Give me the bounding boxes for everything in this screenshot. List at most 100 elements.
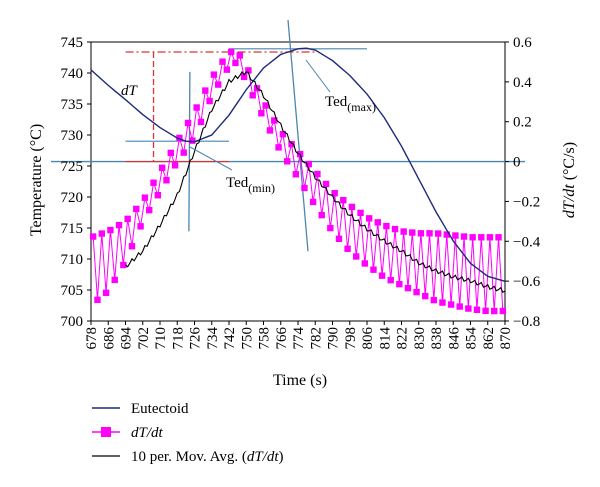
dtdt-point [227, 48, 235, 56]
x-tick-label: 742 [222, 327, 238, 350]
x-axis-title: Time (s) [273, 372, 327, 389]
x-tick-label: 798 [343, 327, 359, 350]
dtdt-point [486, 234, 494, 241]
dtdt-point [473, 306, 481, 313]
dtdt-point [154, 192, 162, 199]
x-tick-label: 790 [326, 327, 342, 350]
dtdt-point [482, 307, 489, 314]
dtdt-point [491, 307, 498, 315]
y-right-tick-label: 0.2 [513, 115, 532, 131]
dtdt-point [361, 260, 369, 267]
y-left-tick-label: 720 [61, 190, 84, 206]
dtdt-point [460, 233, 468, 240]
dtdt-point [374, 219, 381, 226]
y-left-tick-label: 725 [61, 159, 84, 175]
dtdt-point [327, 224, 334, 232]
dtdt-point [340, 196, 347, 204]
dtdt-point [180, 149, 187, 156]
x-tick-label: 806 [360, 327, 376, 350]
ted-max-vertical-line [287, 19, 309, 252]
dtdt-point [353, 253, 360, 260]
dtdt-point [288, 140, 295, 148]
ted-max-annotation: Ted(max) [325, 94, 376, 114]
dtdt-point [275, 144, 282, 151]
x-tick-label: 822 [395, 327, 411, 350]
dtdt-point [232, 59, 239, 67]
ted-max-annotation-base: Ted [325, 94, 348, 110]
x-tick-label: 694 [119, 327, 135, 350]
legend-mavg-label: 10 per. Mov. Avg. (dT/dt) [131, 449, 284, 465]
ted-max-annotation-sub: (max) [347, 100, 376, 114]
x-tick-label: 774 [291, 327, 307, 350]
dtdt-point [158, 164, 166, 171]
dtdt-point [348, 203, 356, 211]
dtdt-point [331, 190, 338, 197]
dtdt-point [430, 296, 438, 304]
legend: Eutectoid dT/dt 10 per. Mov. Avg. (dT/dt… [92, 401, 284, 465]
dtdt-point [124, 215, 131, 223]
dtdt-point [128, 243, 136, 250]
y-left-tick-label: 705 [61, 283, 84, 299]
dtdt-point [258, 110, 265, 117]
dtdt-point [245, 67, 252, 74]
legend-eutectoid-label: Eutectoid [131, 401, 189, 417]
ted-min-annotation-base: Ted [226, 175, 249, 191]
dtdt-point [396, 280, 403, 288]
dT-annotation: dT [121, 83, 139, 99]
dtdt-point [189, 137, 196, 144]
x-tick-label: 710 [153, 327, 169, 350]
dtdt-point [262, 102, 269, 109]
y-right-tick-label: 0.4 [513, 75, 532, 91]
dtdt-point [107, 226, 114, 234]
dtdt-point [478, 234, 485, 241]
y-right-tick-label: 0.6 [513, 35, 532, 51]
series-dtdt [89, 48, 507, 315]
y-right-tick-label: 0 [513, 155, 521, 171]
dtdt-point [456, 303, 463, 310]
dtdt-point [383, 222, 390, 230]
y-right-tick-label: −0.6 [513, 274, 541, 290]
ted-min-pointer [189, 146, 233, 171]
dtdt-point [206, 97, 213, 105]
dtdt-point [120, 261, 127, 269]
x-tick-label: 758 [257, 327, 273, 350]
dtdt-point [94, 296, 101, 304]
x-tick-label: 830 [412, 327, 428, 350]
axis-ticks: 678 686 694 702 710 718 726 734 742 750 758 766 774 7… [61, 35, 541, 350]
x-tick-label: 718 [170, 327, 186, 350]
dtdt-point [163, 177, 170, 184]
dtdt-point [404, 284, 412, 292]
y-left-tick-label: 715 [61, 221, 84, 237]
dtdt-point [115, 221, 123, 229]
dtdt-point [499, 307, 507, 315]
dtdt-point [167, 149, 174, 157]
x-tick-label: 702 [136, 327, 152, 350]
dtdt-point [171, 162, 179, 169]
dtdt-point [111, 276, 118, 284]
dtdt-point [378, 272, 386, 279]
dtdt-point [318, 211, 325, 219]
dtdt-point [249, 92, 256, 99]
dtdt-point [305, 160, 312, 168]
x-tick-label: 814 [377, 327, 393, 350]
x-tick-label: 734 [205, 327, 221, 350]
dtdt-point [413, 288, 420, 296]
dtdt-point [146, 206, 153, 214]
y-left-tick-label: 745 [61, 35, 84, 51]
x-tick-label: 870 [498, 327, 514, 350]
ted-max-pointer [305, 59, 331, 93]
y-right-axis-title-unit: (°C/s) [561, 142, 578, 184]
dtdt-point [271, 117, 278, 124]
dtdt-point [447, 301, 455, 308]
dtdt-point [409, 229, 416, 236]
dtdt-point [495, 234, 502, 241]
dtdt-point [219, 58, 226, 65]
dtdt-point [137, 223, 144, 230]
dtdt-point [357, 209, 364, 217]
ted-min-annotation: Ted(min) [226, 175, 275, 195]
dtdt-point [202, 87, 209, 94]
dtdt-point [98, 230, 105, 237]
dtdt-point [426, 230, 433, 237]
ted-min-vertical-line [188, 71, 191, 232]
